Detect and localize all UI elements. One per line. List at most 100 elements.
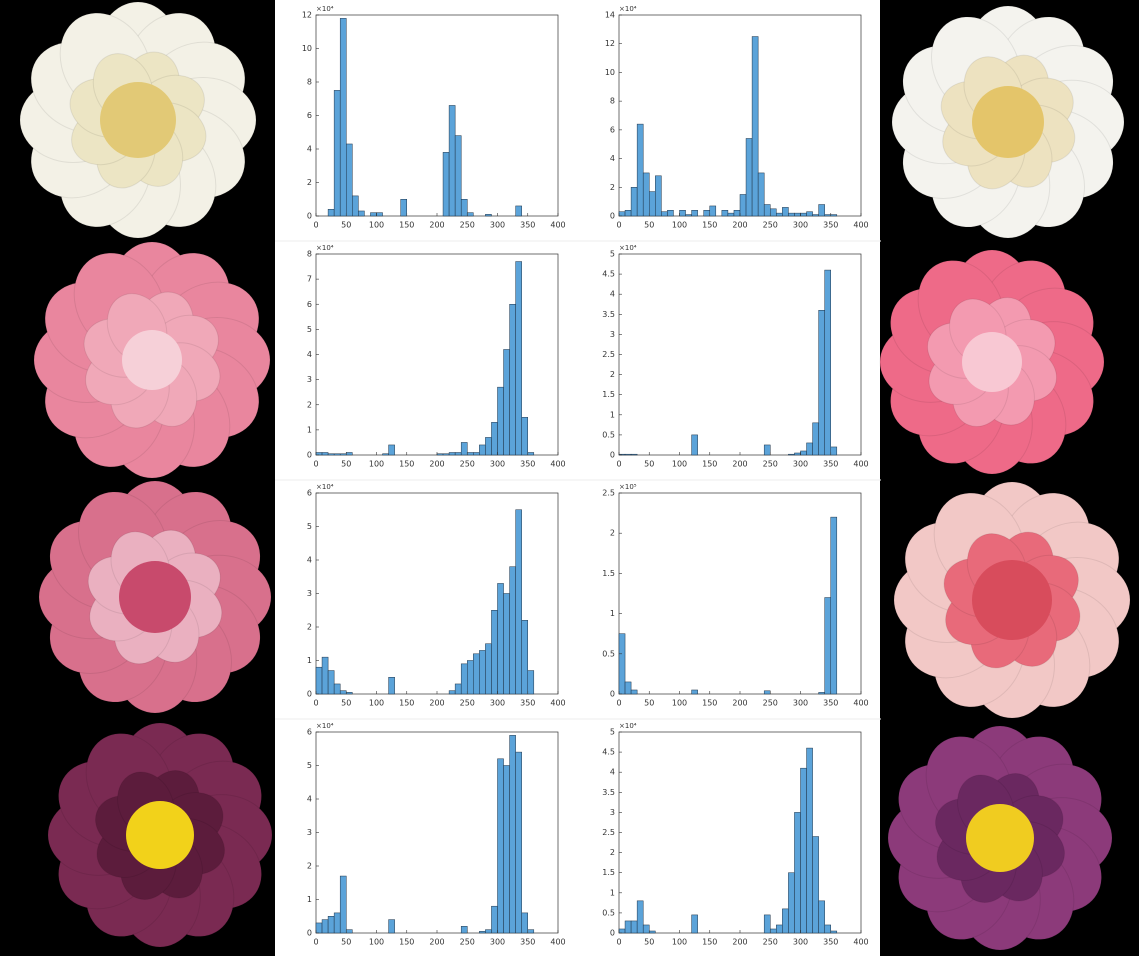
bar [443, 454, 449, 455]
bar [485, 437, 491, 455]
y-tick-label: 8 [610, 97, 615, 106]
y-tick-label: 1 [610, 609, 615, 618]
bar [625, 210, 631, 216]
bar [516, 206, 522, 216]
x-tick-label: 350 [823, 221, 838, 230]
y-tick-label: 7 [307, 275, 312, 284]
bar [516, 510, 522, 694]
y-tick-label: 1 [610, 410, 615, 419]
x-tick-label: 100 [369, 699, 384, 708]
histogram-chart: 05010015020025030035040000.511.522.533.5… [578, 241, 881, 469]
x-tick-label: 250 [460, 460, 475, 469]
x-tick-label: 200 [732, 460, 747, 469]
flower-center [972, 86, 1044, 158]
x-tick-label: 100 [672, 221, 687, 230]
bar [455, 684, 461, 694]
bar [334, 684, 340, 694]
bar [461, 199, 467, 216]
histogram-chart: 05010015020025030035040000.511.522.5×10⁵ [578, 480, 881, 708]
y-tick-label: 3 [610, 808, 615, 817]
bar [467, 661, 473, 695]
bar [358, 211, 364, 216]
bar [710, 206, 716, 216]
bar [758, 173, 764, 216]
x-tick-label: 250 [763, 460, 778, 469]
bar [328, 916, 334, 933]
bar [764, 915, 770, 933]
bar [637, 124, 643, 216]
x-tick-label: 400 [550, 460, 565, 469]
y-tick-label: 0 [610, 929, 615, 938]
bar [801, 213, 807, 216]
bar [764, 445, 770, 455]
y-tick-label: 2 [610, 183, 615, 192]
x-tick-label: 350 [520, 460, 535, 469]
bar [389, 677, 395, 694]
y-tick-label: 0.5 [602, 649, 615, 658]
bar [794, 812, 800, 933]
bar [346, 452, 352, 455]
x-tick-label: 400 [853, 938, 868, 947]
bar [825, 598, 831, 694]
y-tick-label: 1 [610, 888, 615, 897]
bar [334, 913, 340, 933]
bar [631, 690, 637, 694]
bar [328, 209, 334, 216]
histogram-chart: 0501001502002503003504000123456×10⁴ [275, 719, 578, 947]
bar [746, 138, 752, 216]
y-tick-label: 0 [610, 690, 615, 699]
x-tick-label: 50 [341, 699, 351, 708]
bar [485, 930, 491, 933]
y-tick-label: 0 [307, 451, 312, 460]
bar [825, 925, 831, 933]
x-tick-label: 350 [520, 699, 535, 708]
y-tick-label: 2 [307, 862, 312, 871]
bar [631, 187, 637, 216]
bar [346, 930, 352, 933]
bar [704, 210, 710, 216]
bar [819, 901, 825, 933]
y-tick-label: 4 [610, 154, 615, 163]
bar [461, 664, 467, 694]
x-tick-label: 0 [313, 938, 318, 947]
x-tick-label: 150 [702, 221, 717, 230]
x-tick-label: 100 [369, 938, 384, 947]
bar [661, 212, 667, 216]
bar [449, 452, 455, 455]
x-tick-label: 250 [763, 938, 778, 947]
bar [498, 583, 504, 694]
y-tick-label: 0 [307, 690, 312, 699]
bar [692, 210, 698, 216]
y-tick-label: 12 [302, 11, 312, 20]
bar [655, 176, 661, 216]
bar [377, 213, 383, 216]
x-tick-label: 50 [644, 938, 654, 947]
y-tick-label: 10 [605, 68, 615, 77]
bar [322, 452, 328, 455]
bar [734, 210, 740, 216]
flower-center [966, 804, 1034, 872]
bar [346, 144, 352, 216]
bar [334, 454, 340, 455]
bar [825, 215, 831, 216]
x-tick-label: 150 [702, 699, 717, 708]
bar [322, 920, 328, 933]
bar [813, 423, 819, 455]
y-multiplier: ×10⁴ [316, 483, 334, 491]
y-tick-label: 4.5 [602, 270, 615, 279]
x-tick-label: 250 [460, 938, 475, 947]
x-tick-label: 0 [313, 699, 318, 708]
bar [776, 925, 782, 933]
bar [801, 768, 807, 933]
y-tick-label: 8 [307, 78, 312, 87]
x-tick-label: 350 [520, 221, 535, 230]
bar [643, 173, 649, 216]
bar [340, 691, 346, 694]
bar [625, 682, 631, 694]
y-tick-label: 0.5 [602, 908, 615, 917]
bar [443, 152, 449, 216]
bar [831, 931, 837, 933]
bar [667, 210, 673, 216]
